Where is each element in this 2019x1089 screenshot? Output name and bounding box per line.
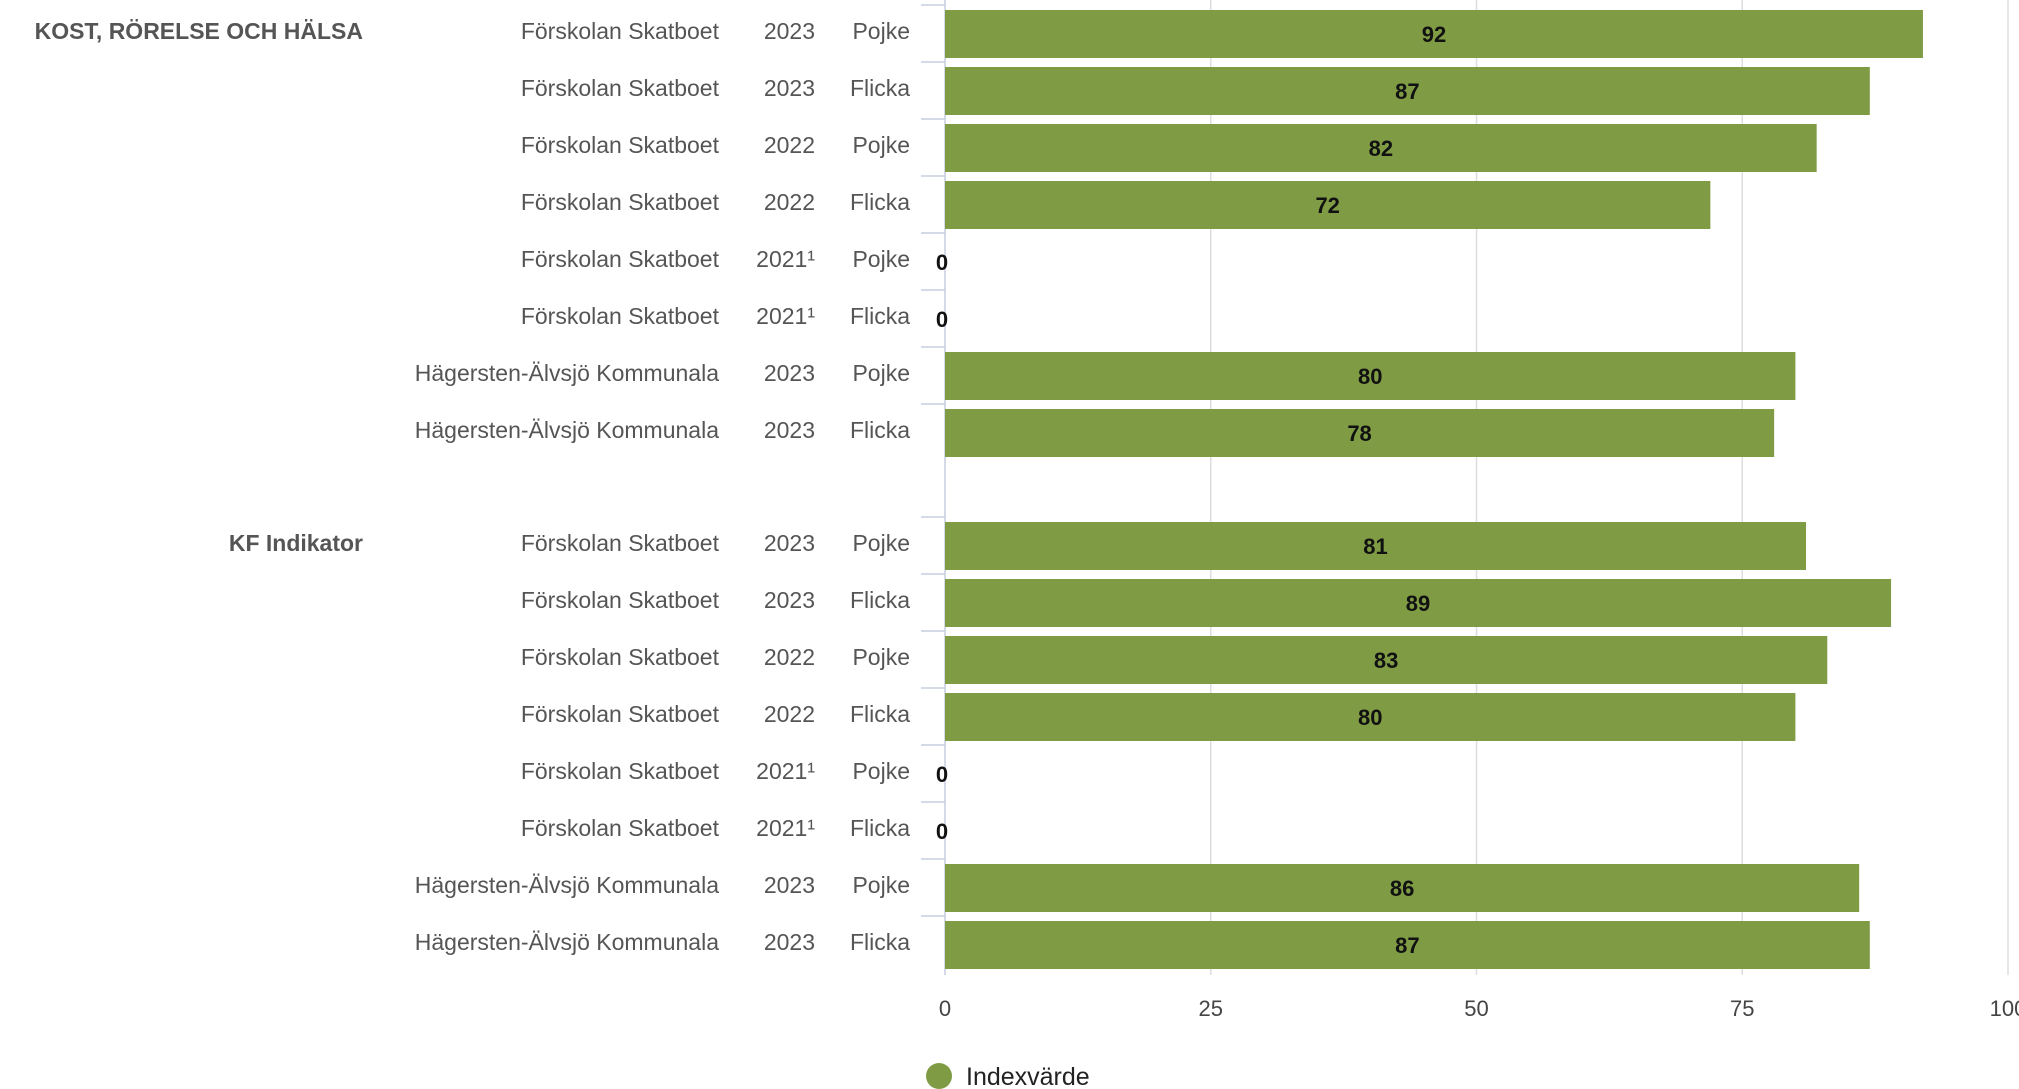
data-label: 86 <box>1390 876 1414 901</box>
gender-label: Pojke <box>852 18 910 44</box>
unit-label: Förskolan Skatboet <box>521 587 720 613</box>
legend-marker[interactable] <box>926 1063 952 1089</box>
bar[interactable] <box>945 10 1923 58</box>
data-label: 80 <box>1358 705 1382 730</box>
bar[interactable] <box>945 693 1796 741</box>
unit-label: Förskolan Skatboet <box>521 246 720 272</box>
year-label: 2022 <box>764 644 815 670</box>
gender-label: Flicka <box>850 75 910 101</box>
bars: 92 87 82 72 0 0 80 78 81 89 83 80 0 0 86 87 <box>936 10 1923 969</box>
gender-label: Flicka <box>850 929 910 955</box>
x-tick-label: 0 <box>939 996 951 1021</box>
year-label: 2023 <box>764 75 815 101</box>
gender-label: Flicka <box>850 701 910 727</box>
unit-label: Hägersten-Älvsjö Kommunala <box>415 929 719 955</box>
x-tick-label: 75 <box>1730 996 1754 1021</box>
bar[interactable] <box>945 579 1892 627</box>
bar[interactable] <box>945 409 1775 457</box>
bar[interactable] <box>945 522 1807 570</box>
year-label: 2023 <box>764 929 815 955</box>
gender-label: Pojke <box>852 530 910 556</box>
bar[interactable] <box>945 124 1817 172</box>
gender-label: Pojke <box>852 758 910 784</box>
year-label: 2021¹ <box>756 303 815 329</box>
data-label: 78 <box>1347 421 1371 446</box>
unit-label: Förskolan Skatboet <box>521 18 720 44</box>
data-label: 0 <box>936 819 948 844</box>
data-label: 72 <box>1315 193 1339 218</box>
gender-label: Pojke <box>852 246 910 272</box>
unit-label: Förskolan Skatboet <box>521 701 720 727</box>
unit-label: Hägersten-Älvsjö Kommunala <box>415 360 719 386</box>
data-label: 0 <box>936 307 948 332</box>
data-label: 89 <box>1406 591 1430 616</box>
year-label: 2022 <box>764 132 815 158</box>
legend[interactable]: Indexvärde <box>926 1063 1090 1089</box>
year-label: 2023 <box>764 587 815 613</box>
gender-label: Pojke <box>852 360 910 386</box>
unit-label: Förskolan Skatboet <box>521 132 720 158</box>
gender-label: Flicka <box>850 189 910 215</box>
gender-label: Flicka <box>850 815 910 841</box>
x-tick-label: 50 <box>1464 996 1488 1021</box>
unit-label: Förskolan Skatboet <box>521 644 720 670</box>
gender-label: Pojke <box>852 644 910 670</box>
data-label: 87 <box>1395 79 1419 104</box>
data-label: 0 <box>936 250 948 275</box>
unit-label: Förskolan Skatboet <box>521 530 720 556</box>
unit-label: Hägersten-Älvsjö Kommunala <box>415 872 719 898</box>
unit-label: Förskolan Skatboet <box>521 303 720 329</box>
gender-label: Pojke <box>852 872 910 898</box>
year-label: 2023 <box>764 872 815 898</box>
bar[interactable] <box>945 67 1870 115</box>
x-axis-ticks: 0 25 50 75 100 <box>939 996 2019 1021</box>
category-labels: Förskolan Skatboet 2023 Pojke Förskolan Ska… <box>35 18 911 955</box>
gender-label: Flicka <box>850 587 910 613</box>
year-label: 2021¹ <box>756 246 815 272</box>
year-label: 2022 <box>764 701 815 727</box>
bar[interactable] <box>945 181 1711 229</box>
data-label: 87 <box>1395 933 1419 958</box>
bar[interactable] <box>945 921 1870 969</box>
group-label: KF Indikator <box>229 530 363 556</box>
bar[interactable] <box>945 864 1860 912</box>
year-label: 2021¹ <box>756 815 815 841</box>
bar[interactable] <box>945 352 1796 400</box>
year-label: 2023 <box>764 417 815 443</box>
unit-label: Förskolan Skatboet <box>521 189 720 215</box>
x-tick-label: 100 <box>1990 996 2019 1021</box>
data-label: 82 <box>1369 136 1393 161</box>
data-label: 80 <box>1358 364 1382 389</box>
data-label: 81 <box>1363 534 1387 559</box>
gender-label: Pojke <box>852 132 910 158</box>
gender-label: Flicka <box>850 303 910 329</box>
group-label: KOST, RÖRELSE OCH HÄLSA <box>35 18 363 44</box>
legend-label[interactable]: Indexvärde <box>966 1063 1090 1089</box>
year-label: 2022 <box>764 189 815 215</box>
unit-label: Förskolan Skatboet <box>521 75 720 101</box>
year-label: 2021¹ <box>756 758 815 784</box>
data-label: 0 <box>936 762 948 787</box>
unit-label: Hägersten-Älvsjö Kommunala <box>415 417 719 443</box>
gender-label: Flicka <box>850 417 910 443</box>
year-label: 2023 <box>764 18 815 44</box>
year-label: 2023 <box>764 360 815 386</box>
data-label: 92 <box>1422 22 1446 47</box>
bar[interactable] <box>945 636 1828 684</box>
unit-label: Förskolan Skatboet <box>521 758 720 784</box>
year-label: 2023 <box>764 530 815 556</box>
x-tick-label: 25 <box>1199 996 1223 1021</box>
unit-label: Förskolan Skatboet <box>521 815 720 841</box>
data-label: 83 <box>1374 648 1398 673</box>
